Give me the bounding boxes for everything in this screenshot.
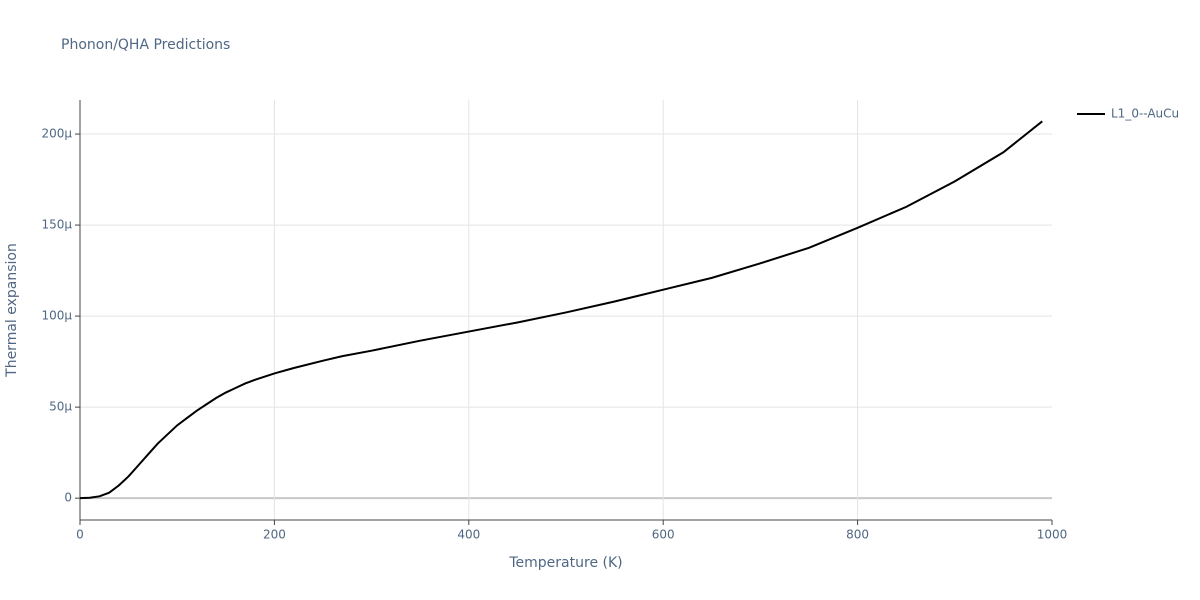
x-axis-title: Temperature (K) — [508, 555, 622, 571]
legend-label: L1_0--AuCu — [1111, 107, 1179, 121]
y-tick-label: 150μ — [41, 218, 72, 232]
x-tick-label: 1000 — [1037, 528, 1068, 542]
x-tick-label: 600 — [652, 528, 675, 542]
chart-title: Phonon/QHA Predictions — [61, 37, 230, 53]
x-tick-label: 400 — [457, 528, 480, 542]
x-tick-label: 800 — [846, 528, 869, 542]
y-tick-label: 50μ — [49, 400, 72, 414]
x-tick-label: 200 — [263, 528, 286, 542]
y-axis-title: Thermal expansion — [4, 243, 20, 378]
y-tick-label: 100μ — [41, 309, 72, 323]
line-series — [79, 120, 1043, 500]
x-tick-label: 0 — [76, 528, 84, 542]
y-tick-label: 0 — [64, 491, 72, 505]
y-tick-label: 200μ — [41, 127, 72, 141]
